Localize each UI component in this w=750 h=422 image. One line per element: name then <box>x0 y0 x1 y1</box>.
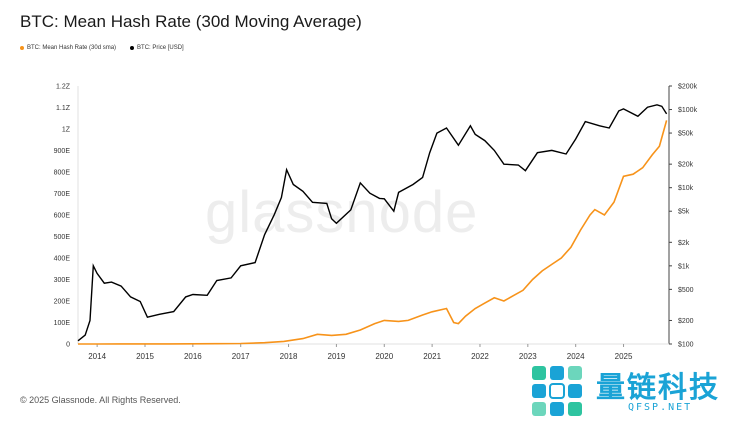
legend-item-hash-rate[interactable]: BTC: Mean Hash Rate (30d sma) <box>20 45 116 51</box>
right-tick-label: $100k <box>678 107 698 114</box>
right-tick-label: $500 <box>678 287 694 294</box>
x-tick-label: 2015 <box>136 352 154 361</box>
right-tick-label: $200 <box>678 318 694 325</box>
legend-label-hash-rate: BTC: Mean Hash Rate (30d sma) <box>27 45 117 51</box>
left-tick-label: 0 <box>66 342 70 349</box>
left-tick-label: 700E <box>54 191 71 198</box>
x-tick-label: 2018 <box>280 352 298 361</box>
left-tick-label: 500E <box>54 234 71 241</box>
x-tick-label: 2023 <box>519 352 537 361</box>
legend-swatch-price <box>130 46 135 50</box>
x-tick-label: 2019 <box>328 352 346 361</box>
left-tick-label: 200E <box>54 299 71 306</box>
grid-logo-icon <box>532 366 582 416</box>
x-tick-label: 2016 <box>184 352 202 361</box>
right-tick-label: $20k <box>678 162 694 169</box>
left-tick-label: 800E <box>54 170 71 177</box>
right-tick-label: $1k <box>678 263 690 270</box>
right-tick-label: $100 <box>678 342 694 349</box>
right-tick-label: $10k <box>678 185 694 192</box>
legend-swatch-hash-rate <box>20 46 24 50</box>
right-axis-ticks: $100 $200 $500 $1k $2k $5k $10k $20k $50k $100k $2… <box>669 84 698 349</box>
left-axis-ticks: 0 100E 200E 300E 400E 500E 600E 700E 800E 900E 1Z 1… <box>54 84 71 349</box>
x-tick-label: 2025 <box>615 352 633 361</box>
left-tick-label: 400E <box>54 256 71 263</box>
qfsp-badge-logo <box>532 366 582 416</box>
page-title: BTC: Mean Hash Rate (30d Moving Average) <box>20 12 362 31</box>
chart-legend: BTC: Mean Hash Rate (30d sma) BTC: Price… <box>20 45 184 51</box>
x-tick-label: 2022 <box>471 352 489 361</box>
x-tick-label: 2021 <box>423 352 441 361</box>
badge-chinese-text: 量链科技 <box>596 370 721 404</box>
legend-item-price[interactable]: BTC: Price [USD] <box>130 45 184 51</box>
legend-label-price: BTC: Price [USD] <box>137 45 184 51</box>
left-tick-label: 300E <box>54 277 71 284</box>
right-tick-label: $2k <box>678 240 690 247</box>
series-line-hash-rate <box>78 120 668 345</box>
x-tick-label: 2017 <box>232 352 250 361</box>
x-tick-label: 2020 <box>375 352 393 361</box>
right-tick-label: $50k <box>678 131 694 138</box>
left-tick-label: 600E <box>54 213 71 220</box>
x-tick-label: 2024 <box>567 352 585 361</box>
copyright-footer: © 2025 Glassnode. All Rights Reserved. <box>20 395 181 405</box>
x-tick-label: 2014 <box>88 352 106 361</box>
left-tick-label: 1.1Z <box>56 105 71 112</box>
left-tick-label: 1Z <box>62 127 71 134</box>
right-tick-label: $5k <box>678 209 690 216</box>
right-tick-label: $200k <box>678 84 698 91</box>
badge-url: QFSP.NET <box>628 402 693 413</box>
left-tick-label: 100E <box>54 320 71 327</box>
left-tick-label: 1.2Z <box>56 84 71 91</box>
left-tick-label: 900E <box>54 148 71 155</box>
x-axis-ticks: 2014 2015 2016 2017 2018 2019 2020 2021 2022 2023… <box>88 344 633 361</box>
series-line-price <box>77 104 668 342</box>
watermark: glassnode <box>205 180 478 245</box>
